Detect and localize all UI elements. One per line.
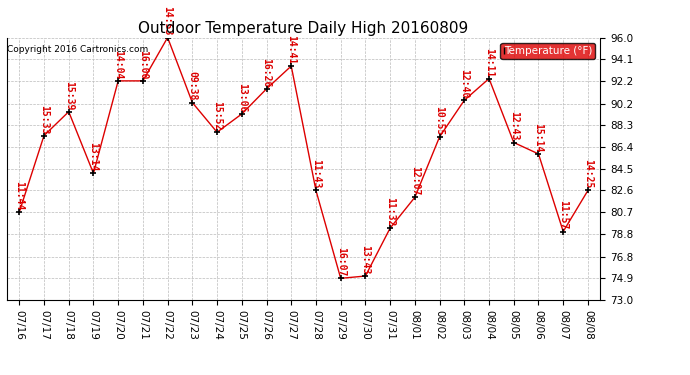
Text: 13:14: 13:14: [88, 142, 99, 172]
Text: 14:04: 14:04: [113, 50, 123, 79]
Text: 11:32: 11:32: [385, 197, 395, 226]
Text: 10:55: 10:55: [435, 106, 444, 135]
Text: 16:07: 16:07: [336, 247, 346, 277]
Text: 09:38: 09:38: [188, 72, 197, 101]
Text: 15:33: 15:33: [39, 105, 49, 134]
Text: 16:00: 16:00: [138, 50, 148, 79]
Text: 15:39: 15:39: [63, 81, 74, 110]
Text: 16:26: 16:26: [262, 58, 271, 87]
Text: 11:57: 11:57: [558, 200, 568, 230]
Text: Copyright 2016 Cartronics.com: Copyright 2016 Cartronics.com: [7, 45, 148, 54]
Text: 11:44: 11:44: [14, 181, 24, 210]
Title: Outdoor Temperature Daily High 20160809: Outdoor Temperature Daily High 20160809: [139, 21, 469, 36]
Text: 13:43: 13:43: [360, 245, 371, 274]
Text: 13:06: 13:06: [237, 83, 247, 112]
Text: 15:52: 15:52: [212, 101, 222, 130]
Text: 14:11: 14:11: [484, 48, 494, 77]
Text: 14:25: 14:25: [583, 159, 593, 189]
Text: 15:14: 15:14: [533, 123, 544, 152]
Text: 12:40: 12:40: [460, 69, 469, 99]
Text: 11:43: 11:43: [311, 159, 321, 189]
Text: 12:43: 12:43: [509, 111, 519, 141]
Text: 12:07: 12:07: [410, 166, 420, 196]
Text: 14:53: 14:53: [163, 6, 172, 36]
Legend: Temperature (°F): Temperature (°F): [500, 43, 595, 59]
Text: 14:41: 14:41: [286, 35, 296, 64]
